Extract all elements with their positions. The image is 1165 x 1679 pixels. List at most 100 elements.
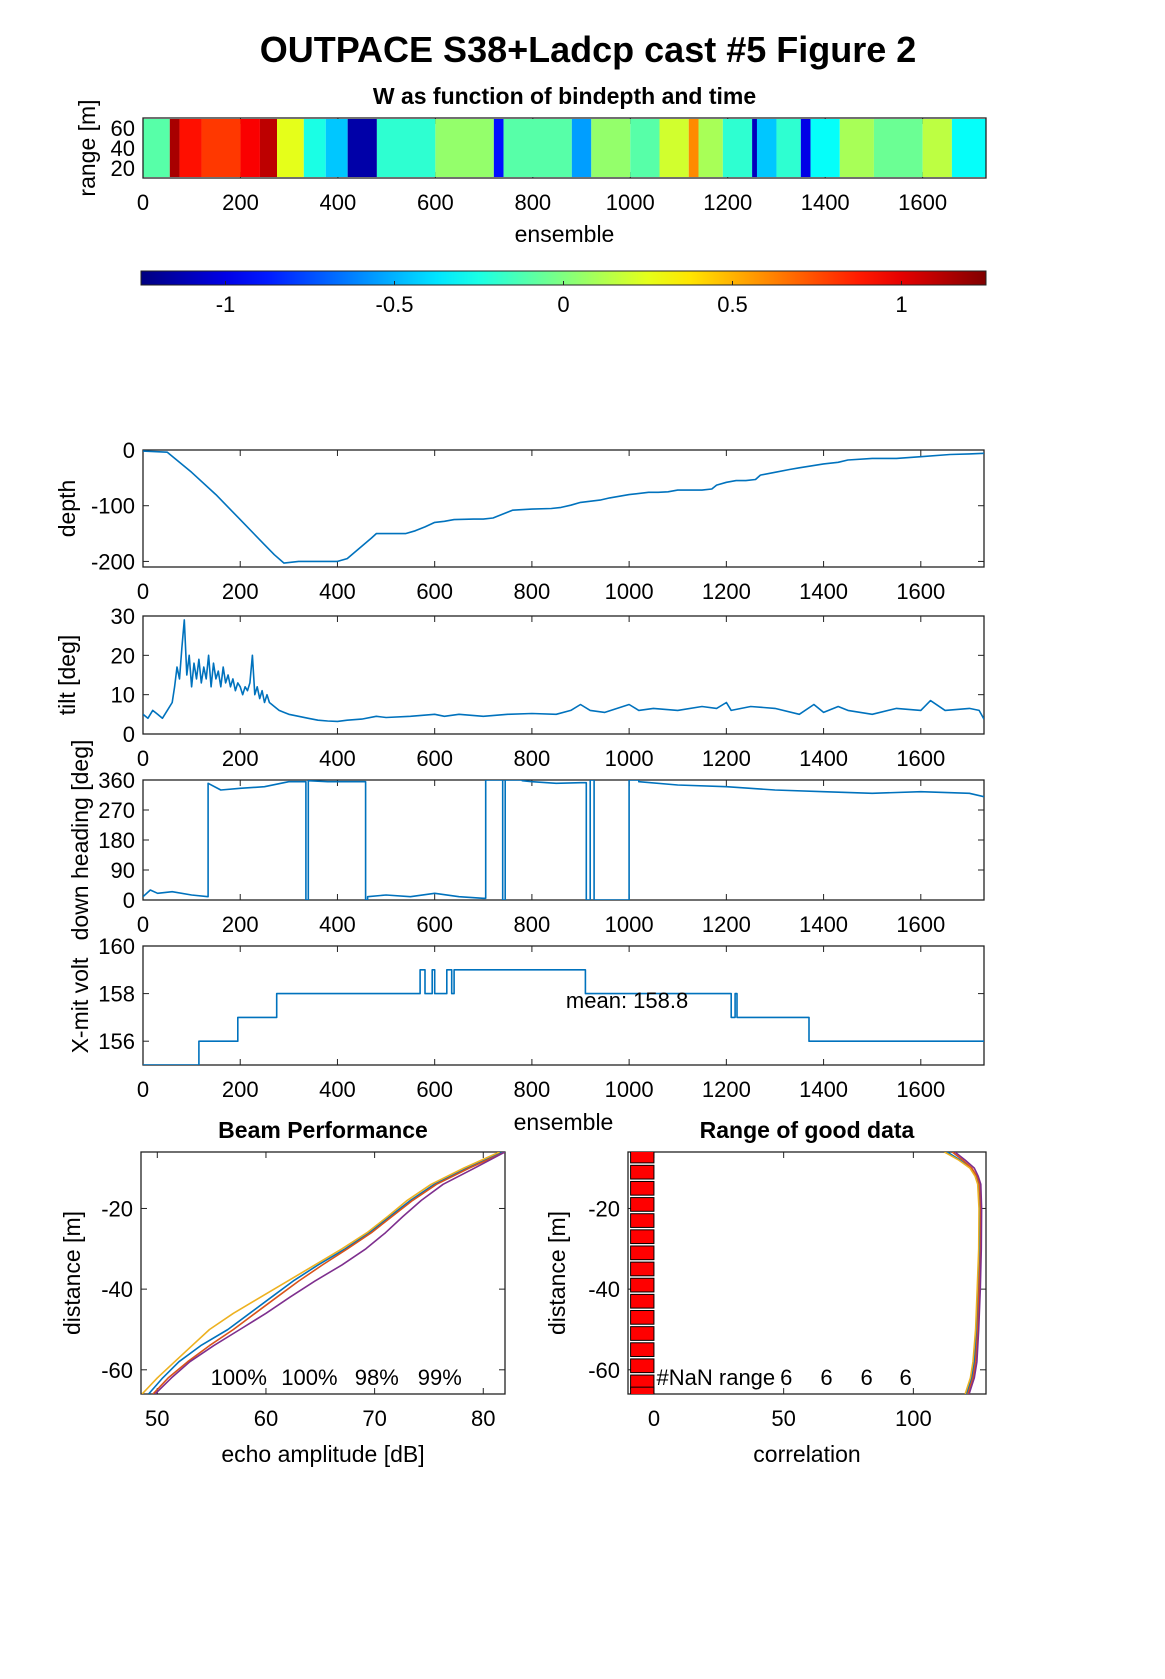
range-good-data-bar (630, 1293, 655, 1309)
depth-axes-frame (142, 449, 985, 568)
tilt-series-line (143, 619, 984, 723)
range-good-data-nan-count: 6 (861, 1365, 873, 1390)
beam-performance-series-2 (152, 1152, 505, 1394)
xmit-volt-xtick-label: 800 (514, 1077, 551, 1102)
w-image-cell (756, 119, 777, 177)
depth-xtick-label: 200 (222, 579, 259, 604)
beam-performance-ylabel: distance [m] (59, 1211, 85, 1335)
heading-ytick-label: 270 (98, 798, 135, 823)
xmit-volt-xtick-label: 0 (137, 1077, 149, 1102)
xmit-volt-xtick-label: 1200 (702, 1077, 751, 1102)
tilt-xtick-label: 400 (319, 746, 356, 771)
xmit-volt-xlabel: ensemble (514, 1109, 614, 1135)
w-image-cell (839, 119, 874, 177)
w-image-cell (376, 119, 436, 177)
xmit-volt-annotation: mean: 158.8 (566, 988, 688, 1013)
range-good-data-bar (630, 1164, 655, 1180)
range-good-data-bar (630, 1310, 655, 1325)
beam-performance-ytick-label: -60 (101, 1358, 133, 1383)
tilt-xtick-label: 1200 (702, 746, 751, 771)
range-good-data-bar (630, 1180, 655, 1196)
beam-performance-percent: 99% (418, 1365, 462, 1390)
beam-performance-series-4 (154, 1152, 505, 1394)
w-image-xtick-label: 1600 (898, 190, 947, 215)
colorbar: -1 -0.5 0 0.5 1 (140, 270, 987, 317)
beam-performance-title: Beam Performance (218, 1117, 428, 1143)
w-image-cell (800, 119, 811, 177)
w-image-ytick-label: 20 (111, 156, 135, 181)
tilt-xtick-label: 600 (416, 746, 453, 771)
colorbar-tick-label: 1 (895, 292, 907, 317)
depth-xtick-label: 400 (319, 579, 356, 604)
xmit-volt-panel: 0 200 400 600 800 1000 1200 1400 1600 156 158 160X-… (67, 934, 985, 1135)
w-image-cell (752, 119, 757, 177)
depth-xtick-label: 600 (416, 579, 453, 604)
range-good-data-ytick-label: -40 (588, 1277, 620, 1302)
w-image-xtick-label: 800 (514, 190, 551, 215)
range-good-data-ylabel: distance [m] (544, 1211, 570, 1335)
w-image-cell (240, 119, 260, 177)
heading-xtick-label: 0 (137, 912, 149, 937)
range-good-data-bar (630, 1229, 655, 1245)
w-image-cell (873, 119, 923, 177)
w-image-cell (325, 119, 348, 177)
depth-ytick-label: -200 (91, 549, 135, 574)
tilt-xtick-label: 1600 (896, 746, 945, 771)
beam-performance-xtick-label: 70 (362, 1406, 386, 1431)
tilt-ytick-label: 0 (123, 722, 135, 747)
depth-xtick-label: 1600 (896, 579, 945, 604)
tilt-xtick-label: 1000 (605, 746, 654, 771)
range-good-data-bar (630, 1386, 655, 1394)
w-image-cell (259, 119, 278, 177)
w-image-title: W as function of bindepth and time (373, 83, 756, 109)
range-good-data-bar (630, 1358, 655, 1374)
depth-series-line (143, 450, 984, 564)
heading-ytick-label: 360 (98, 768, 135, 793)
xmit-volt-xtick-label: 400 (319, 1077, 356, 1102)
range-good-data-nan-count: 6 (899, 1365, 911, 1390)
w-image-cell (810, 119, 840, 177)
xmit-volt-xtick-label: 1000 (605, 1077, 654, 1102)
tilt-xtick-label: 200 (222, 746, 259, 771)
beam-performance-panel: 50 60 70 80 -60 -40 -20 distance [m] echo amplit… (59, 1117, 506, 1467)
w-image-xtick-label: 200 (222, 190, 259, 215)
heading-ytick-label: 90 (111, 858, 135, 883)
colorbar-tick-label: -0.5 (376, 292, 414, 317)
w-image-cell (951, 119, 986, 177)
heading-xtick-label: 400 (319, 912, 356, 937)
colorbar-tick-label: 0.5 (717, 292, 748, 317)
w-image-cell (503, 119, 572, 177)
w-image-cell (143, 119, 170, 177)
w-image-ytick-label: 40 (111, 136, 135, 161)
xmit-volt-ytick-label: 156 (98, 1029, 135, 1054)
heading-axes-frame (142, 779, 985, 901)
depth-xtick-label: 800 (514, 579, 551, 604)
range-good-data-xtick-label: 0 (648, 1406, 660, 1431)
range-good-data-bar (630, 1213, 655, 1228)
range-good-data-xtick-label: 50 (771, 1406, 795, 1431)
w-image-cell (698, 119, 723, 177)
depth-ylabel: depth (54, 480, 80, 538)
w-image-cell (776, 119, 801, 177)
beam-performance-percent: 98% (355, 1365, 399, 1390)
tilt-ytick-label: 30 (111, 604, 135, 629)
xmit-volt-ytick-label: 158 (98, 982, 135, 1007)
range-good-data-series-4 (954, 1152, 983, 1394)
range-good-data-bars (630, 1152, 655, 1394)
depth-xtick-label: 1200 (702, 579, 751, 604)
w-image-cell (277, 119, 304, 177)
w-image-xtick-label: 1000 (606, 190, 655, 215)
beam-performance-percent: 100% (211, 1365, 267, 1390)
w-image-cell (303, 119, 326, 177)
depth-ytick-label: -100 (91, 494, 135, 519)
range-good-data-bar (630, 1197, 655, 1212)
w-image-cell (571, 119, 592, 177)
heading-series-line (143, 780, 984, 900)
tilt-xtick-label: 1400 (799, 746, 848, 771)
xmit-volt-xtick-label: 200 (222, 1077, 259, 1102)
tilt-xtick-label: 0 (137, 746, 149, 771)
w-image-ylabel: range [m] (74, 99, 100, 196)
w-image-cell (659, 119, 689, 177)
